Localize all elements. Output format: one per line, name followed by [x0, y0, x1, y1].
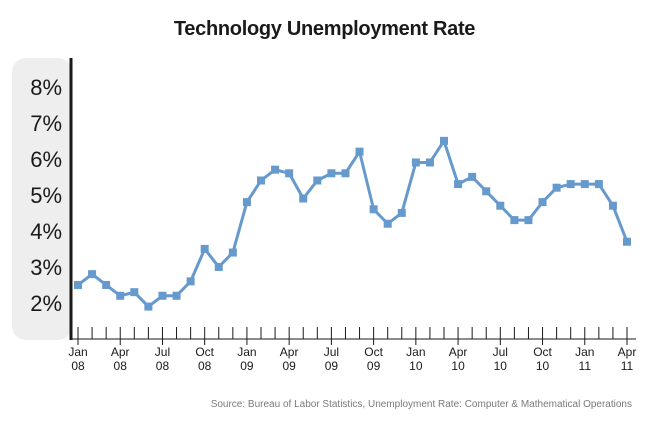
x-tick-label-month: Apr	[280, 345, 299, 359]
chart-title: Technology Unemployment Rate	[173, 18, 476, 40]
x-tick-label-month: Jul	[493, 345, 508, 359]
x-axis-ticks	[77, 327, 628, 345]
data-point	[580, 180, 589, 189]
data-point	[594, 180, 603, 189]
data-point	[144, 302, 153, 311]
x-tick-label-year: 10	[494, 359, 508, 373]
x-axis-labels: Jan08Apr08Jul08Oct08Jan09Apr09Jul09Oct09…	[68, 345, 636, 373]
x-tick-label-month: Apr	[618, 345, 637, 359]
data-point	[186, 277, 195, 286]
data-point	[355, 147, 364, 156]
x-tick-label-year: 10	[536, 359, 550, 373]
x-tick-label-month: Jan	[575, 345, 594, 359]
data-point	[158, 291, 167, 300]
data-point	[299, 194, 308, 203]
y-tick-label: 6%	[30, 147, 62, 172]
data-point	[623, 237, 631, 246]
data-point	[454, 180, 463, 189]
data-point	[130, 288, 139, 297]
data-point	[397, 208, 406, 217]
series-layer	[74, 136, 631, 311]
data-point	[496, 201, 505, 210]
data-point	[552, 183, 561, 192]
data-point	[538, 198, 547, 207]
data-point	[411, 158, 420, 167]
x-tick-label-month: Jul	[155, 345, 170, 359]
y-tick-label: 2%	[30, 291, 62, 316]
x-tick-label-year: 08	[156, 359, 170, 373]
x-tick-label-year: 08	[198, 359, 212, 373]
x-tick-label-year: 09	[240, 359, 254, 373]
data-point	[172, 291, 181, 300]
data-point	[510, 216, 519, 225]
x-tick-label-month: Jul	[324, 345, 339, 359]
x-tick-label-year: 10	[409, 359, 423, 373]
x-tick-label-month: Jan	[68, 345, 87, 359]
x-tick-label-year: 09	[282, 359, 296, 373]
source-note: Source: Bureau of Labor Statistics, Unem…	[210, 399, 632, 410]
x-tick-label-month: Oct	[364, 345, 383, 359]
data-point	[566, 180, 575, 189]
x-tick-label-month: Apr	[449, 345, 468, 359]
data-point	[327, 169, 336, 178]
data-point	[271, 165, 280, 174]
x-tick-label-year: 10	[451, 359, 465, 373]
data-point	[482, 187, 491, 196]
x-tick-label-month: Jan	[237, 345, 256, 359]
y-tick-label: 4%	[30, 219, 62, 244]
data-point	[369, 205, 378, 214]
x-tick-label-year: 08	[71, 359, 85, 373]
data-point	[608, 201, 617, 210]
data-point	[228, 248, 237, 257]
data-point	[425, 158, 434, 167]
data-point	[242, 198, 251, 207]
data-point	[214, 262, 223, 271]
x-tick-label-year: 11	[579, 359, 592, 373]
data-point	[341, 169, 350, 178]
data-point	[524, 216, 533, 225]
data-point	[313, 176, 322, 185]
x-tick-label-month: Apr	[111, 345, 130, 359]
x-tick-label-year: 09	[325, 359, 339, 373]
x-tick-label-month: Oct	[195, 345, 214, 359]
x-tick-label-year: 11	[621, 359, 634, 373]
y-tick-label: 8%	[30, 75, 62, 100]
data-point	[74, 280, 82, 289]
x-tick-label-month: Jan	[406, 345, 425, 359]
data-point	[257, 176, 265, 185]
data-point	[468, 172, 477, 181]
y-tick-label: 3%	[30, 255, 62, 280]
data-point	[88, 270, 97, 279]
data-point	[102, 280, 111, 289]
y-tick-label: 5%	[30, 183, 62, 208]
y-axis-labels: 2% 3% 4% 5% 6% 7% 8%	[30, 75, 62, 316]
data-point	[116, 291, 125, 300]
x-tick-label-year: 08	[114, 359, 128, 373]
data-point	[285, 169, 294, 178]
series-line	[77, 139, 629, 309]
y-axis-panel	[12, 58, 72, 340]
y-tick-label: 7%	[30, 111, 62, 136]
data-point	[383, 219, 392, 228]
x-tick-label-year: 09	[367, 359, 381, 373]
data-point	[440, 136, 448, 145]
x-tick-label-month: Oct	[533, 345, 552, 359]
data-point	[200, 244, 209, 253]
